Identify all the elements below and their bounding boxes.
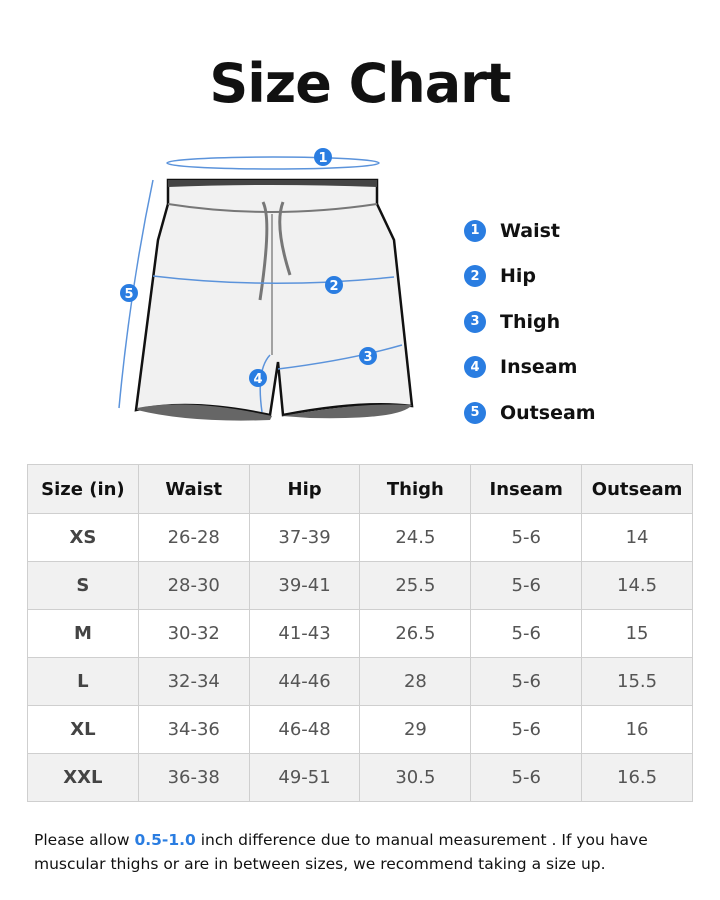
value-cell: 30-32 xyxy=(137,609,250,658)
number-badge: 3 xyxy=(464,310,486,333)
size-cell: XXL xyxy=(27,753,139,802)
table-row: S 28-30 39-41 25.5 5-6 14.5 xyxy=(27,561,693,610)
svg-text:5: 5 xyxy=(124,287,133,302)
value-cell: 28 xyxy=(359,657,472,706)
value-cell: 28-30 xyxy=(137,561,250,610)
number-badge: 1 xyxy=(464,219,486,242)
size-cell: L xyxy=(27,657,139,706)
value-cell: 5-6 xyxy=(470,513,583,562)
legend-item-hip: 2 Hip xyxy=(464,254,596,300)
legend-item-thigh: 3 Thigh xyxy=(464,299,596,345)
svg-text:4: 4 xyxy=(253,372,262,387)
value-cell: 44-46 xyxy=(248,657,361,706)
svg-text:3: 3 xyxy=(363,350,372,365)
value-cell: 14 xyxy=(581,513,693,562)
legend-item-waist: 1 Waist xyxy=(464,208,596,254)
value-cell: 5-6 xyxy=(470,753,583,802)
column-header: Outseam xyxy=(581,464,693,514)
value-cell: 41-43 xyxy=(248,609,361,658)
number-badge: 2 xyxy=(464,265,486,288)
measurement-legend: 1 Waist 2 Hip 3 Thigh 4 Inseam 5 Outseam xyxy=(464,208,596,436)
measure-badges: 1 2 3 4 5 xyxy=(120,148,377,387)
table-row: M 30-32 41-43 26.5 5-6 15 xyxy=(27,609,693,658)
shorts-diagram: 1 2 3 4 5 xyxy=(118,148,414,421)
value-cell: 16.5 xyxy=(581,753,693,802)
size-cell: M xyxy=(27,609,139,658)
value-cell: 5-6 xyxy=(470,609,583,658)
value-cell: 25.5 xyxy=(359,561,472,610)
value-cell: 49-51 xyxy=(248,753,361,802)
value-cell: 39-41 xyxy=(248,561,361,610)
table-row: XL 34-36 46-48 29 5-6 16 xyxy=(27,705,693,754)
svg-text:1: 1 xyxy=(318,151,327,166)
value-cell: 29 xyxy=(359,705,472,754)
table-row: L 32-34 44-46 28 5-6 15.5 xyxy=(27,657,693,706)
column-header: Waist xyxy=(137,464,250,514)
value-cell: 46-48 xyxy=(248,705,361,754)
size-cell: XL xyxy=(27,705,139,754)
value-cell: 24.5 xyxy=(359,513,472,562)
page-title: Size Chart xyxy=(209,52,511,115)
shorts-illustration xyxy=(134,178,414,421)
value-cell: 26-28 xyxy=(137,513,250,562)
value-cell: 36-38 xyxy=(137,753,250,802)
size-cell: XS xyxy=(27,513,139,562)
value-cell: 5-6 xyxy=(470,657,583,706)
value-cell: 15.5 xyxy=(581,657,693,706)
column-header: Thigh xyxy=(359,464,472,514)
tolerance-highlight: 0.5-1.0 xyxy=(134,831,196,849)
value-cell: 37-39 xyxy=(248,513,361,562)
number-badge: 4 xyxy=(464,356,486,379)
value-cell: 5-6 xyxy=(470,705,583,754)
legend-item-outseam: 5 Outseam xyxy=(464,390,596,436)
value-cell: 5-6 xyxy=(470,561,583,610)
value-cell: 32-34 xyxy=(137,657,250,706)
value-cell: 26.5 xyxy=(359,609,472,658)
measure-lines xyxy=(118,156,403,413)
table-row: XS 26-28 37-39 24.5 5-6 14 xyxy=(27,513,693,562)
size-cell: S xyxy=(27,561,139,610)
column-header: Size (in) xyxy=(27,464,139,514)
column-header: Inseam xyxy=(470,464,583,514)
value-cell: 34-36 xyxy=(137,705,250,754)
svg-text:2: 2 xyxy=(329,279,338,294)
value-cell: 14.5 xyxy=(581,561,693,610)
number-badge: 5 xyxy=(464,401,486,424)
value-cell: 16 xyxy=(581,705,693,754)
value-cell: 15 xyxy=(581,609,693,658)
size-table: Size (in) Waist Hip Thigh Inseam Outseam XS 26… xyxy=(27,464,693,802)
column-header: Hip xyxy=(248,464,361,514)
table-row: XXL 36-38 49-51 30.5 5-6 16.5 xyxy=(27,753,693,802)
legend-item-inseam: 4 Inseam xyxy=(464,345,596,391)
table-header-row: Size (in) Waist Hip Thigh Inseam Outseam xyxy=(27,464,693,514)
measurement-note: Please allow 0.5-1.0 inch difference due… xyxy=(34,831,648,873)
value-cell: 30.5 xyxy=(359,753,472,802)
